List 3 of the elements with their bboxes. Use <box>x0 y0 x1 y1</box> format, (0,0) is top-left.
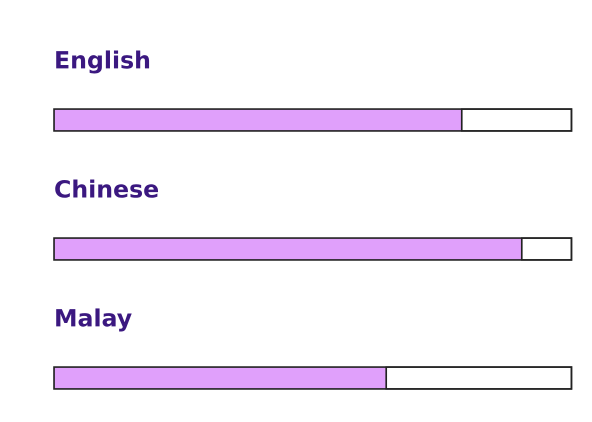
y-tick-label: Malay <box>56 308 132 332</box>
y-tick-label: English <box>56 50 150 74</box>
y-tick-label: Chinese <box>55 180 158 198</box>
